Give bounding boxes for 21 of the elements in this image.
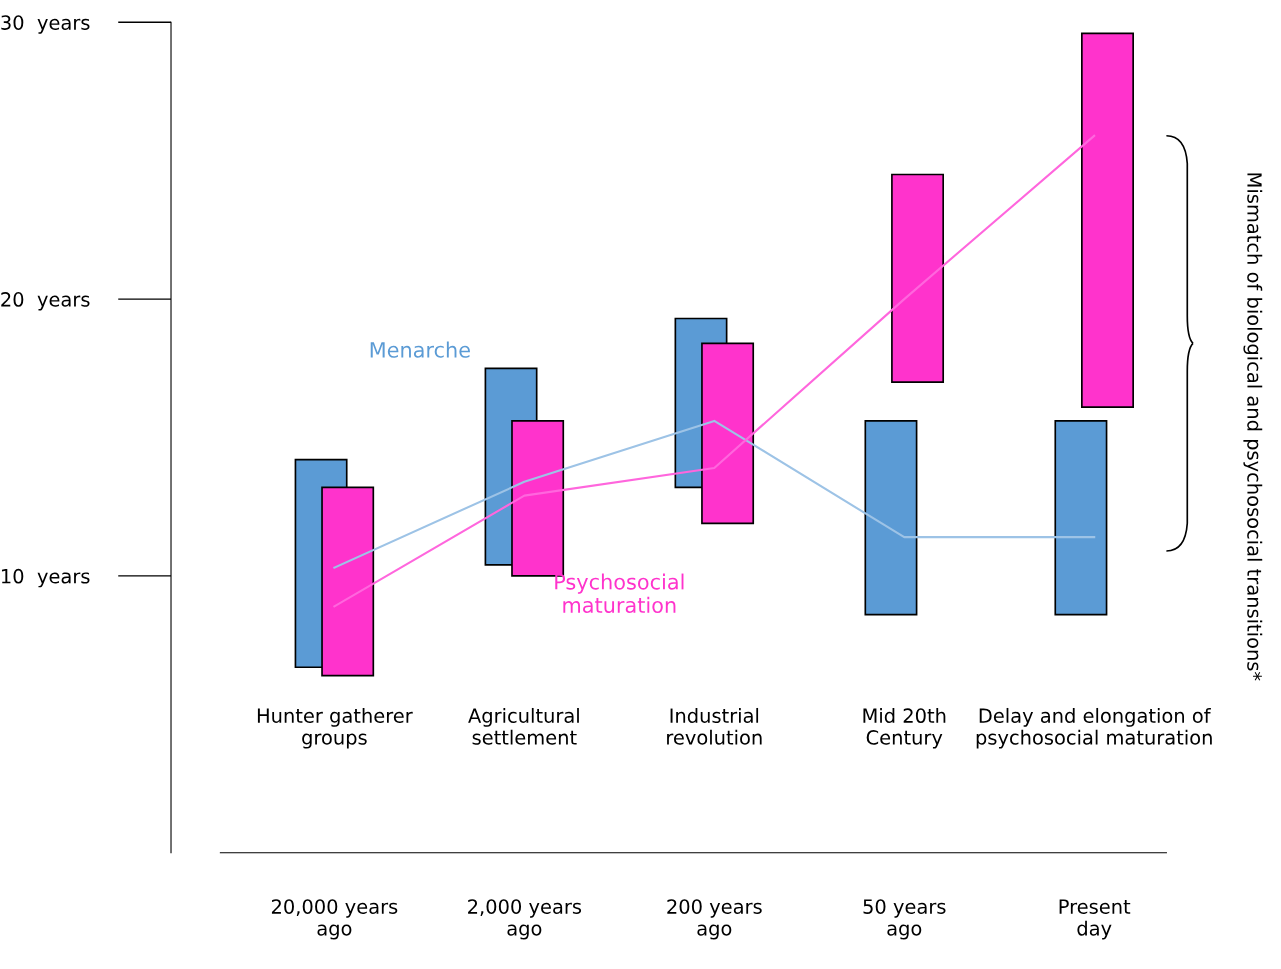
x-tick-label: Mid 20th Century [863, 707, 946, 749]
y-tick-label: 20 years [1, 292, 90, 311]
bar [864, 420, 918, 616]
x-tick-label: Agricultural settlement [468, 707, 579, 745]
text: 20,000 years ago [271, 899, 398, 940]
series-label: Psychosocial maturation [555, 573, 684, 613]
bar [1081, 32, 1134, 408]
text: Present day [1059, 899, 1131, 940]
line-series [333, 419, 1096, 569]
x-tick-label: Hunter gatherer groups [257, 707, 413, 749]
x-tick-label: Delay and elongation of psychosocial maturation [976, 707, 1212, 749]
series-label: Menarche [370, 341, 470, 358]
x-tick-label: Industrial revolution [667, 707, 762, 745]
bar [891, 173, 945, 383]
bar [1054, 420, 1108, 616]
y-tick-label: 10 years [1, 568, 90, 588]
text: Mismatch of biological and psychosocial transitions* [1243, 173, 1263, 681]
text: 50 years ago [863, 899, 946, 940]
y-tick-label: 30 years [1, 15, 90, 34]
text: 200 years ago [667, 899, 762, 940]
text: 2,000 years ago [468, 899, 582, 940]
